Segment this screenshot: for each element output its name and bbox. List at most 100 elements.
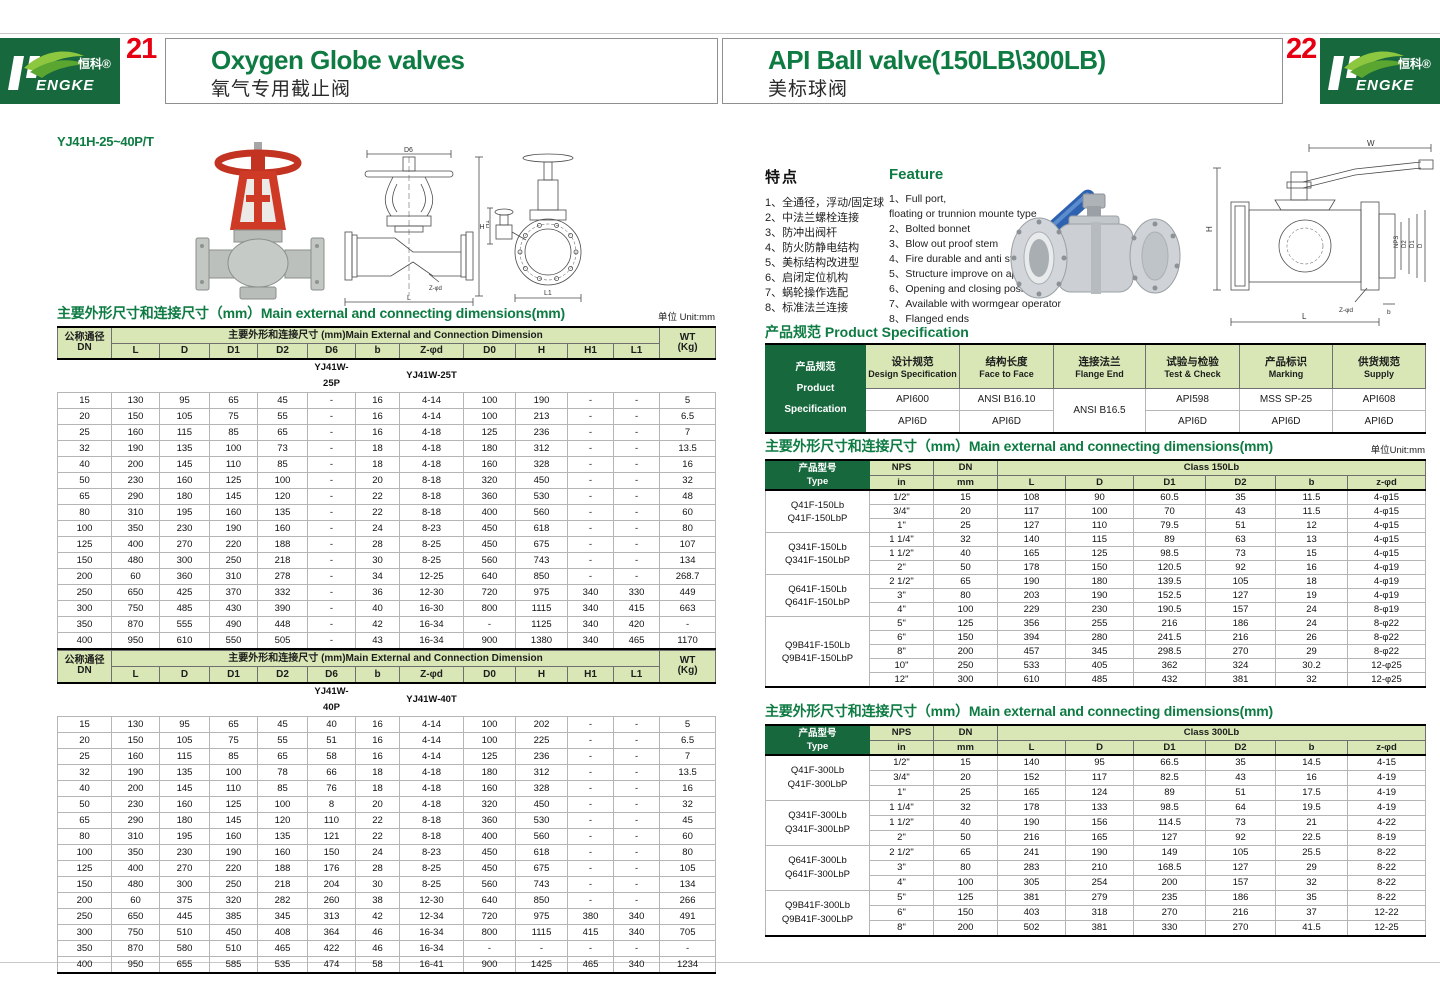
table-row: 300 750 485 430 390-40 16-30 800 1115 340 415 663: [57, 600, 717, 617]
table-row: 250 650 445 385 345 313 42 12-34 720 975 380 340 491: [57, 907, 717, 925]
ball-valve-photo: [1010, 189, 1181, 299]
feature-item: 7、蜗轮操作选配: [765, 287, 849, 299]
product-spec-table: 产品规范 Product Specification 设计规范 Design Sp…: [765, 343, 1426, 434]
table-row: 20 150 105 75 55-16 4-14 100 213- -6.5: [57, 408, 717, 425]
table-row: 125 400 270 220 188 176 28 8-25 450 675- -105: [57, 859, 717, 877]
feature-item: 3、防冲出阀杆: [765, 227, 838, 239]
col-header: D2: [257, 342, 308, 360]
hengke-logo-art: 恒科® ENGKE: [8, 51, 111, 94]
col-header-span: 主要外形和连接尺寸 (mm)Main External and Connecti…: [110, 650, 661, 667]
col-header-dn: DN: [933, 459, 998, 476]
table-row: 25 160 115 85 65-16 4-18 125 236- -7: [57, 424, 717, 441]
globe-valve-drawing-side: H1 L1: [486, 153, 582, 302]
table-row: 200 60 375 320 282 260 38 12-30 640 850- -266: [57, 891, 717, 909]
col-header: Z-φd: [399, 342, 464, 360]
dim-label-h1: H1: [486, 220, 491, 228]
dims150-title: 主要外形尺寸和连接尺寸（mm）Main external and connect…: [765, 438, 1274, 454]
spec-corner: 产品规范 Product Specification: [765, 343, 866, 433]
col-header-mm: mm: [933, 739, 998, 756]
col-header-wt: WT (Kg): [659, 650, 717, 683]
type-label: Q41F-300Lb Q41F-300LbP: [765, 754, 870, 801]
logo-en: ENGKE: [1356, 77, 1414, 94]
page-subtitle-right: 美标球阀: [768, 79, 849, 101]
spec-col-header: 试验与检验 Test & Check: [1145, 343, 1240, 389]
col-header: D6: [307, 342, 356, 360]
dim-label-d: D: [1418, 243, 1424, 248]
feature-item: 6、启闭定位机构: [765, 272, 849, 284]
table-row: 150 480 300 250 218-30 8-25 560 743- -134: [57, 552, 717, 569]
table-row: 32 190 135 100 73-18 4-18 180 312- -13.5: [57, 440, 717, 457]
features-section: 特点 1、全通径，浮动/固定球 2、中法兰螺栓连接 3、防冲出阀杆 4、防火防静电结构…: [765, 166, 1195, 327]
page-title-left: Oxygen Globe valves: [211, 45, 465, 75]
dimensions-table-yj41w-40: 公称通径 DN 主要外形和连接尺寸 (mm)Main External and …: [57, 650, 717, 974]
table-row: 40 200 145 110 85 76 18 4-18 160 328- -16: [57, 779, 717, 797]
type-label: Q341F-300Lb Q341F-300LbP: [765, 800, 870, 846]
col-header: L: [997, 474, 1066, 491]
type-label: Q9B41F-300Lb Q9B41F-300LbP: [765, 890, 870, 937]
table-row: 200 60 360 310 278-34 12-25 640 850- -268.7: [57, 568, 717, 585]
features-zh: 特点 1、全通径，浮动/固定球 2、中法兰螺栓连接 3、防冲出阀杆 4、防火防静电结构…: [765, 166, 887, 327]
table-row: 1" 25 165 124 89 51 17.5 4-19: [766, 785, 1427, 801]
col-header-in: in: [869, 474, 934, 491]
table-row: 10" 250 533 405 362 324 30.2 12-φ25: [766, 658, 1427, 673]
page-subtitle-left: 氧气专用截止阀: [211, 79, 352, 101]
table-row: 400 950 610 550 505-43 16-34 900 1380 340 465 1170: [57, 632, 717, 650]
left-section-title: 主要外形尺寸和连接尺寸（mm）Main external and connect…: [57, 305, 566, 321]
col-header: D0: [463, 342, 516, 360]
col-header: z-φd: [1346, 739, 1427, 756]
col-header: D2: [1205, 739, 1276, 756]
table-row: 125 400 270 220 188-28 8-25 450 675- -107: [57, 536, 717, 553]
dim-label-zd: Z-φd: [429, 286, 442, 292]
type-corner: 产品型号 Type: [765, 724, 870, 756]
spec-header-row: 产品规范 Product Specification 设计规范 Design Sp…: [765, 343, 1426, 433]
col-header: H1: [567, 342, 614, 360]
left-unit-label: 单位 Unit:mm: [657, 312, 715, 323]
ball-valve-drawing: W H NPS D2 D1 D Z-φd b L: [1205, 139, 1434, 326]
col-header-nps: NPS: [869, 459, 934, 476]
col-header-dn: 公称通径 DN: [57, 326, 112, 360]
feature-item: 3、Blow out proof stem: [889, 238, 999, 250]
dims300-title: 主要外形尺寸和连接尺寸（mm）Main external and connect…: [765, 703, 1274, 719]
table-row: Q9B41F-150Lb Q9B41F-150LbP 5" 125 356 255 216…: [765, 616, 1427, 688]
dim-label-l1: L1: [544, 290, 552, 297]
col-header: L1: [612, 666, 661, 683]
page-number-left: 21: [126, 33, 157, 65]
col-header: D: [1065, 739, 1134, 756]
table-row: Q341F-300Lb Q341F-300LbP 1 1/4" 32 178 133 98…: [765, 800, 1427, 846]
col-header: L1: [612, 342, 661, 360]
features-zh-title: 特点: [765, 169, 800, 186]
dim-label-nps: NPS: [1394, 236, 1400, 248]
col-header-wt: WT (Kg): [659, 326, 717, 360]
page-number-right: 22: [1286, 33, 1317, 65]
model-label: YJ41H-25~40P/T: [57, 134, 154, 149]
col-header-in: in: [869, 739, 934, 756]
table-row: 80 310 195 160 135 121 22 8-18 400 560- -60: [57, 827, 717, 845]
dim-label-l: L: [1302, 312, 1307, 321]
table-row: Q9B41F-300Lb Q9B41F-300LbP 5" 125 381 279 235…: [765, 890, 1427, 937]
col-header: H: [515, 666, 568, 683]
col-header: b: [1275, 474, 1348, 491]
variant-label-p: YJ41W-40P: [307, 682, 356, 717]
bottom-rule: [0, 962, 1440, 963]
type-label: Q641F-150Lb Q641F-150LbP: [765, 574, 870, 617]
col-header: D2: [1205, 474, 1276, 491]
spec-section-title: 产品规范 Product Specification: [765, 324, 969, 340]
col-header: D: [159, 342, 210, 360]
table-row: 20 150 105 75 55 51 16 4-14 100 225- -6.5: [57, 731, 717, 749]
spec-col-header: 供货规范 Supply: [1332, 343, 1426, 389]
dim-label-d1: D1: [1410, 240, 1416, 248]
col-header: D: [159, 666, 210, 683]
dim-label-l: L: [407, 295, 411, 302]
table-row: Q341F-150Lb Q341F-150LbP 1 1/4" 32 140 115 89…: [765, 532, 1427, 575]
dim-label-d2: D2: [1402, 240, 1408, 248]
globe-valve-photo: [195, 142, 325, 300]
col-header: D: [1065, 474, 1134, 491]
dim-label-b: b: [1387, 309, 1391, 316]
col-header: D6: [307, 666, 356, 683]
feature-item: 2、中法兰螺栓连接: [765, 212, 860, 224]
dims300-title-row: 主要外形尺寸和连接尺寸（mm）Main external and connect…: [765, 701, 1425, 721]
col-header: D0: [463, 666, 516, 683]
col-header-dn: DN: [933, 724, 998, 741]
spec-col-header: 结构长度 Face to Face: [959, 343, 1054, 389]
col-header-mm: mm: [933, 474, 998, 491]
